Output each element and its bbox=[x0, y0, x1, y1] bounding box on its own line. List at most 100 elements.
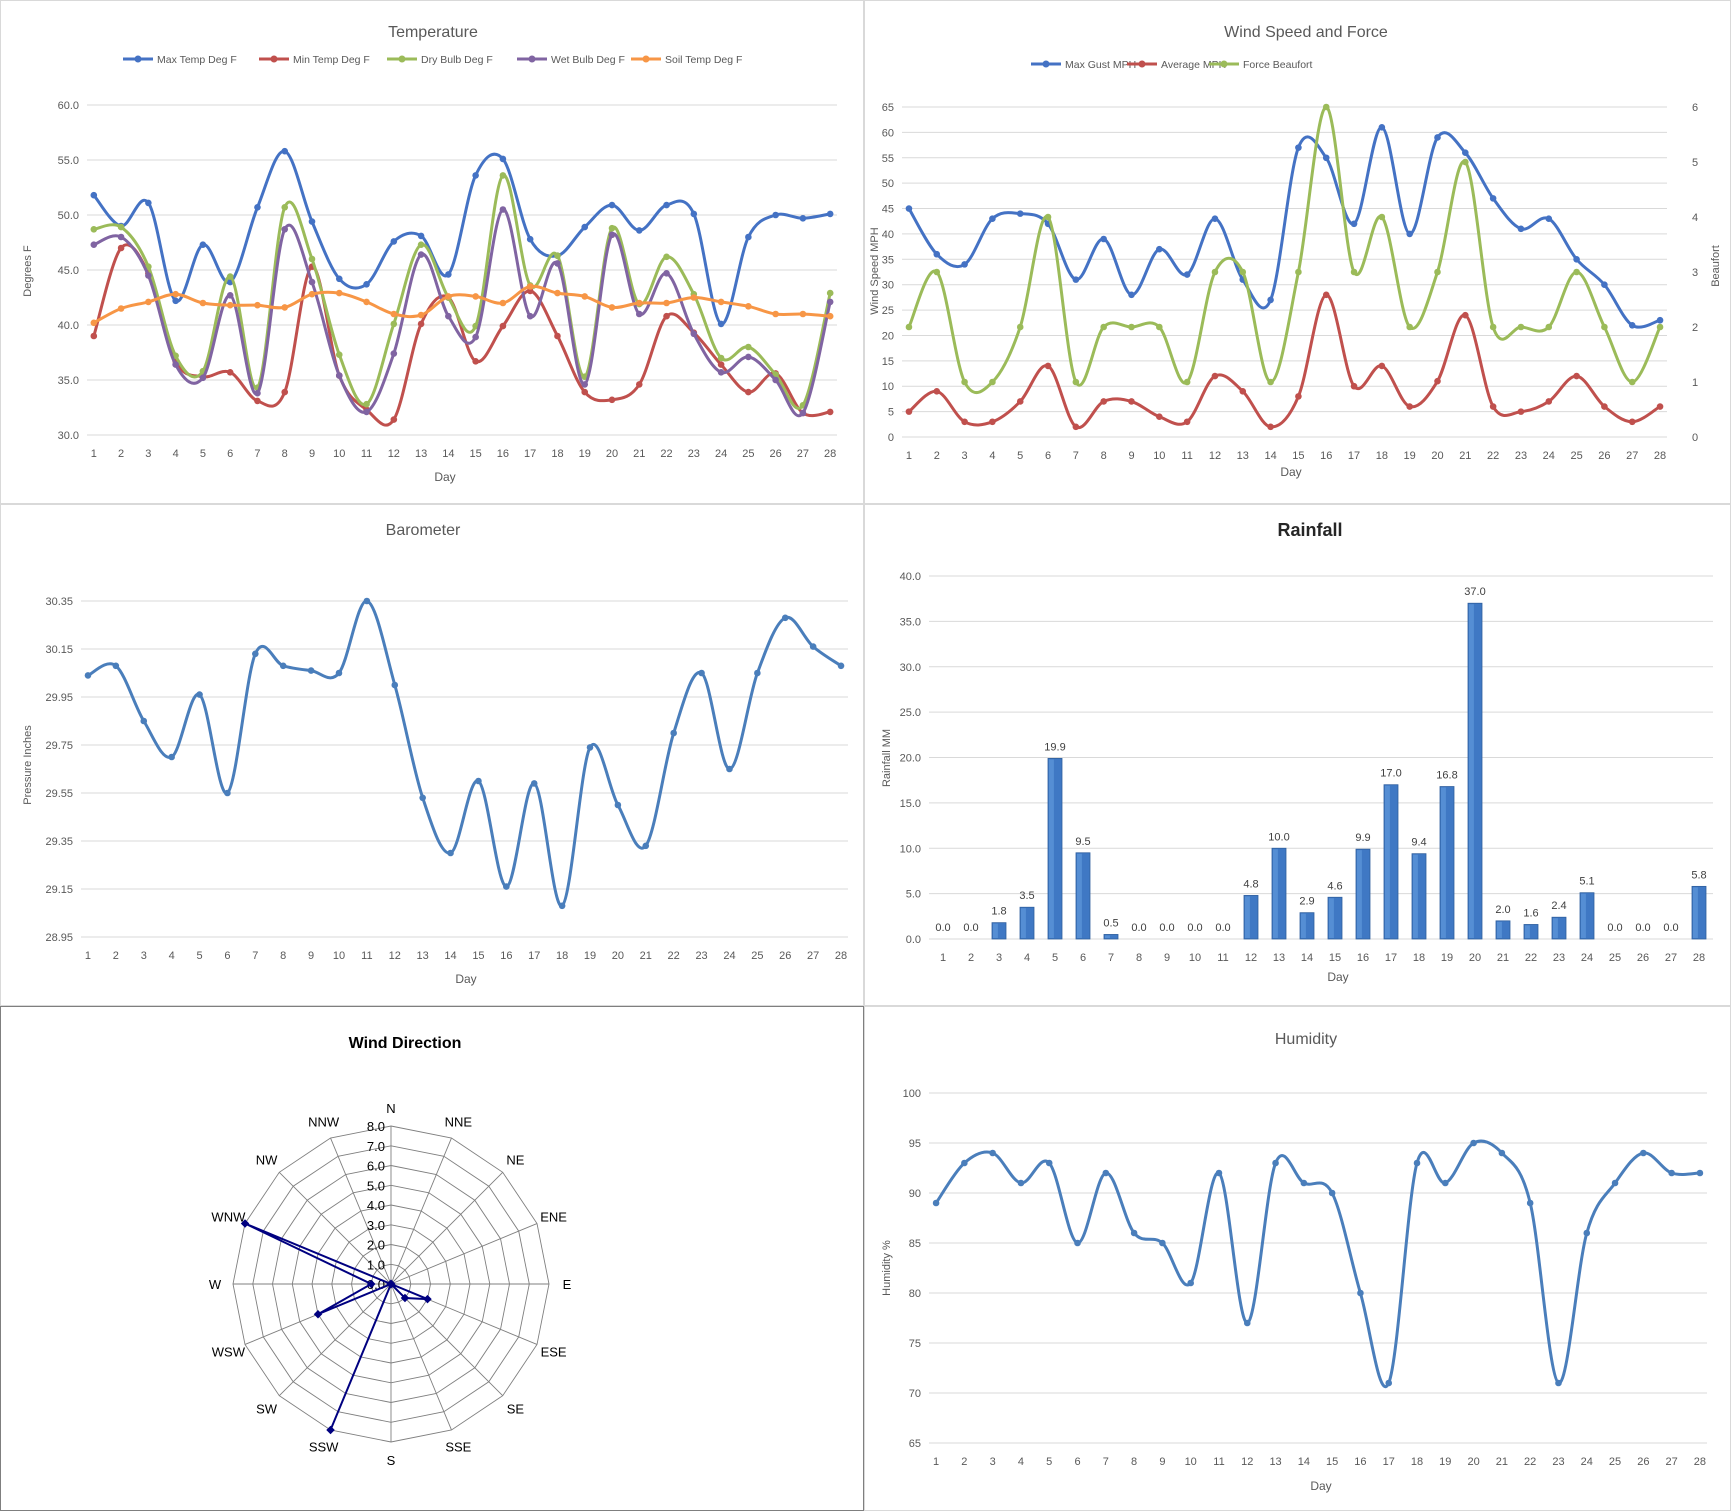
data-point bbox=[614, 801, 622, 809]
data-point bbox=[335, 275, 343, 283]
x-tick-label: 28 bbox=[1693, 952, 1705, 964]
data-point bbox=[772, 211, 779, 219]
radar-spoke bbox=[390, 1283, 504, 1397]
data-point bbox=[226, 369, 234, 376]
y-tick-label: 25 bbox=[882, 305, 894, 317]
data-point bbox=[670, 729, 677, 737]
data-point bbox=[1243, 1319, 1251, 1327]
x-tick-label: 19 bbox=[1441, 952, 1453, 964]
data-point bbox=[472, 293, 479, 300]
y-tick-label: 50 bbox=[882, 178, 894, 190]
data-point bbox=[226, 292, 234, 299]
data-point bbox=[826, 408, 834, 416]
data-point bbox=[1413, 1159, 1421, 1167]
radar-category-label: NW bbox=[256, 1153, 278, 1168]
x-tick-label: 8 bbox=[1101, 450, 1107, 462]
x-tick-label: 14 bbox=[1301, 952, 1313, 964]
x-tick-label: 5 bbox=[1052, 952, 1058, 964]
x-tick-label: 21 bbox=[633, 448, 645, 460]
x-tick-label: 7 bbox=[1073, 450, 1079, 462]
x-tick-label: 17 bbox=[528, 950, 540, 962]
data-point bbox=[1187, 1279, 1194, 1287]
data-point bbox=[90, 191, 98, 199]
x-tick-label: 17 bbox=[524, 448, 536, 460]
x-tick-label: 22 bbox=[660, 448, 672, 460]
x-tick-label: 28 bbox=[1654, 450, 1666, 462]
y-tick-label: 55 bbox=[882, 153, 894, 165]
data-point bbox=[363, 597, 371, 605]
data-point bbox=[745, 343, 752, 351]
legend-label: Dry Bulb Deg F bbox=[421, 54, 493, 66]
bar-highlight bbox=[1329, 898, 1334, 938]
legend-label: Force Beaufort bbox=[1243, 59, 1313, 71]
bar-highlight bbox=[1105, 935, 1110, 938]
x-tick-label: 14 bbox=[442, 448, 454, 460]
data-point bbox=[1628, 322, 1636, 329]
data-point bbox=[526, 235, 534, 243]
data-label: 0.0 bbox=[1663, 922, 1678, 934]
data-point bbox=[390, 416, 398, 423]
data-point bbox=[933, 250, 941, 258]
x-tick-label: 24 bbox=[1581, 952, 1593, 964]
data-point bbox=[1489, 403, 1497, 410]
data-label: 4.6 bbox=[1327, 880, 1342, 892]
data-point bbox=[1601, 323, 1608, 331]
data-point bbox=[663, 201, 670, 209]
data-point bbox=[117, 305, 125, 312]
data-point bbox=[581, 388, 589, 396]
data-point bbox=[754, 669, 761, 677]
y-tick-label: 29.55 bbox=[45, 788, 73, 800]
data-point bbox=[1016, 210, 1024, 217]
x-tick-label: 20 bbox=[1469, 952, 1481, 964]
x-tick-label: 16 bbox=[497, 448, 509, 460]
chart-title: Wind Direction bbox=[349, 1035, 462, 1052]
data-point bbox=[663, 253, 670, 261]
y-axis-title: Degrees F bbox=[22, 245, 34, 297]
radar-data-point bbox=[326, 1425, 335, 1435]
x-tick-label: 23 bbox=[1553, 952, 1565, 964]
wind-direction-chart-panel: Wind Direction N NNE NE ENE E ESE SE SSE S SSW SW WS… bbox=[0, 1006, 864, 1511]
temperature-chart-panel: Temperature 30.0 35.0 40.0 45.0 50.0 55.0 60.0 1… bbox=[0, 0, 864, 504]
y-tick-label: 30 bbox=[882, 280, 894, 292]
y-tick-label: 35 bbox=[882, 254, 894, 266]
radar-spoke bbox=[390, 1171, 504, 1285]
x-tick-label: 1 bbox=[85, 950, 91, 962]
data-point bbox=[1378, 362, 1386, 370]
x-tick-label: 9 bbox=[1159, 1456, 1165, 1468]
data-point bbox=[445, 312, 452, 320]
data-point bbox=[837, 662, 845, 670]
y-tick-label: 29.75 bbox=[45, 740, 73, 752]
x-tick-label: 5 bbox=[1017, 450, 1023, 462]
data-point bbox=[196, 691, 203, 698]
data-point bbox=[745, 353, 752, 361]
x-tick-label: 15 bbox=[470, 448, 482, 460]
radar-category-label: SSW bbox=[309, 1440, 339, 1455]
legend-swatch-marker bbox=[1220, 60, 1228, 68]
data-point bbox=[1044, 362, 1052, 370]
radar-spoke bbox=[278, 1283, 392, 1397]
x-tick-label: 27 bbox=[807, 950, 819, 962]
x-tick-label: 5 bbox=[196, 950, 202, 962]
data-label: 3.5 bbox=[1019, 890, 1034, 902]
x-tick-label: 25 bbox=[1609, 952, 1621, 964]
x-tick-label: 7 bbox=[254, 448, 260, 460]
radar-category-label: SSE bbox=[445, 1440, 471, 1455]
data-point bbox=[172, 290, 179, 298]
data-point bbox=[717, 320, 725, 328]
data-point bbox=[335, 351, 343, 359]
x-tick-label: 3 bbox=[996, 952, 1002, 964]
rainfall-chart-panel: Rainfall 0.0 5.0 10.0 15.0 20.0 25.0 30.0 35.0 40… bbox=[864, 504, 1731, 1006]
y2-tick-label: 3 bbox=[1692, 267, 1698, 279]
x-tick-label: 3 bbox=[990, 1456, 996, 1468]
x-tick-label: 23 bbox=[695, 950, 707, 962]
data-point bbox=[690, 210, 698, 218]
data-point bbox=[635, 299, 643, 307]
y-tick-label: 15 bbox=[882, 356, 894, 368]
radar-tick-label: 7.0 bbox=[367, 1139, 385, 1154]
data-point bbox=[499, 155, 507, 163]
data-point bbox=[199, 241, 207, 248]
data-point bbox=[117, 233, 125, 241]
data-point bbox=[1573, 256, 1580, 263]
humidity-chart-panel: Humidity 65 70 75 80 85 90 95 100 1 2 3 4 5 6 7 8 9 10 11 12… bbox=[864, 1006, 1731, 1511]
x-tick-label: 18 bbox=[1411, 1456, 1423, 1468]
